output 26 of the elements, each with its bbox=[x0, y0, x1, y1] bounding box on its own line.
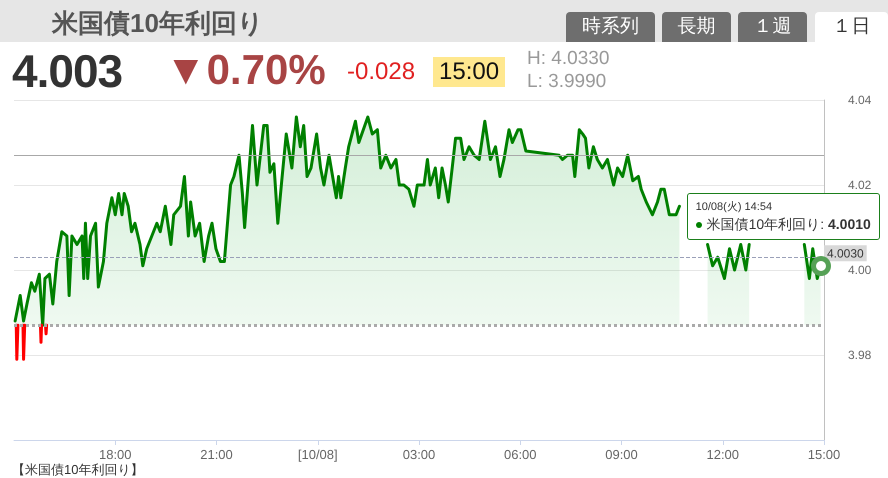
text: H: 4.0330 bbox=[527, 48, 610, 70]
text: １週 bbox=[738, 12, 807, 42]
x-tick-label: 15:00 bbox=[808, 447, 840, 462]
y-tick-label: 4.00 bbox=[848, 263, 872, 277]
y-tick-label: 4.04 bbox=[848, 93, 872, 107]
annotation: 10/08(火) 14:54 米国債10年利回り: 4.0010 bbox=[696, 200, 871, 232]
x-tick-label: 18:00 bbox=[98, 447, 132, 462]
text: 長期 bbox=[662, 12, 731, 42]
text: 時系列 bbox=[566, 12, 655, 42]
text: ▼0.70% bbox=[165, 46, 326, 94]
text: １日 bbox=[815, 12, 888, 42]
chart-title: 米国債10年利回り bbox=[52, 7, 264, 40]
x-tick-label: [10/08] bbox=[298, 447, 338, 462]
y-tick-label: 4.02 bbox=[848, 178, 872, 192]
x-tick-label: 03:00 bbox=[402, 447, 436, 462]
y-tick-label: 3.98 bbox=[848, 348, 872, 362]
x-tick-label: 06:00 bbox=[504, 447, 537, 462]
x-tick-label: 12:00 bbox=[706, 447, 740, 462]
text: 4.003 bbox=[12, 44, 122, 98]
text: -0.028 bbox=[347, 58, 416, 86]
x-tick-label: 21:00 bbox=[200, 447, 233, 462]
text: L: 3.9990 bbox=[527, 71, 606, 93]
x-tick-label: 09:00 bbox=[605, 447, 638, 462]
text: 【米国債10年利回り】 bbox=[12, 461, 144, 478]
text: 15:00 bbox=[433, 57, 506, 87]
ref-line-label: 4.0030 bbox=[827, 246, 864, 260]
